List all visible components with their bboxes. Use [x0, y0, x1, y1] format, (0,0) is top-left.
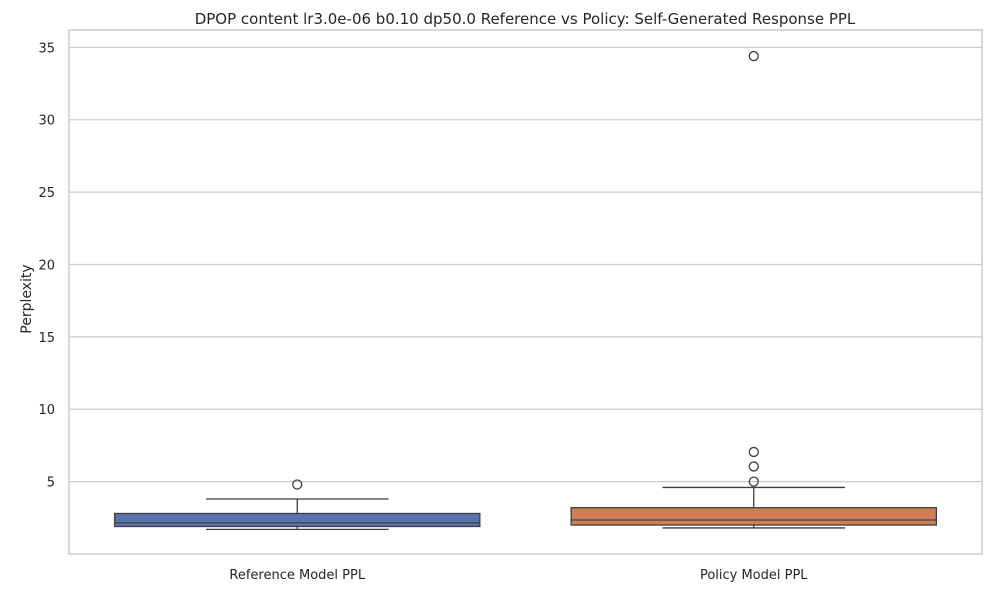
y-tick-label: 5: [47, 476, 55, 491]
outlier-point: [748, 476, 759, 487]
chart-title: DPOP content lr3.0e-06 b0.10 dp50.0 Refe…: [195, 10, 856, 28]
iqr-box: [570, 507, 938, 526]
y-tick-label: 30: [38, 114, 55, 129]
outlier-point: [748, 461, 759, 472]
outlier-point: [748, 50, 759, 62]
y-tick-label: 35: [38, 41, 55, 56]
y-tick-labels: 5 10 15 20 25 30 35: [38, 41, 55, 490]
y-tick-label: 20: [38, 258, 55, 273]
box-1: [114, 479, 481, 531]
x-tick-labels: Reference Model PPL Policy Model PPL: [229, 568, 808, 583]
y-tick-label: 10: [38, 403, 55, 418]
y-axis-label: Perplexity: [19, 264, 35, 333]
x-tick-label: Reference Model PPL: [229, 568, 365, 583]
y-tick-label: 15: [38, 331, 55, 346]
y-tick-label: 25: [38, 186, 55, 201]
boxes: [114, 50, 938, 531]
x-tick-label: Policy Model PPL: [700, 568, 808, 583]
outlier-point: [292, 479, 303, 490]
plot-frame: [68, 29, 983, 555]
iqr-box: [114, 512, 481, 528]
outlier-point: [748, 446, 759, 458]
box-2: [570, 50, 938, 529]
grid-lines: [69, 46, 982, 483]
